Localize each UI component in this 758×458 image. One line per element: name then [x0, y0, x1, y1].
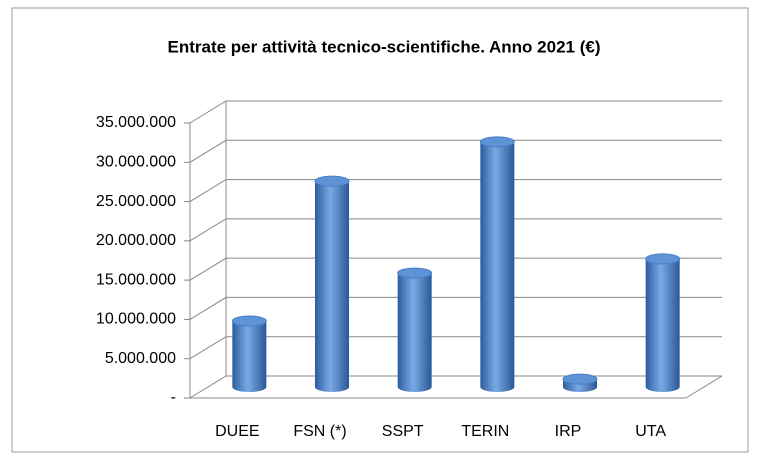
axis-line	[685, 375, 723, 399]
grid-line	[189, 336, 722, 360]
grid-line	[189, 179, 722, 202]
grid-line	[189, 100, 722, 124]
bar-body	[645, 258, 680, 392]
bar-body	[480, 141, 515, 392]
bar	[645, 253, 681, 392]
bar-top	[314, 175, 350, 187]
bar-body	[232, 321, 267, 392]
bar	[397, 267, 433, 392]
x-tick-label: TERIN	[461, 423, 509, 440]
x-tick-label: SSPT	[382, 423, 424, 440]
chart-title: Entrate per attività tecnico-scientifich…	[168, 37, 601, 56]
y-tick-label: 30.000.000	[96, 154, 176, 171]
y-tick-label: 15.000.000	[96, 271, 176, 288]
bar-top	[397, 267, 433, 279]
bar-body	[315, 181, 349, 392]
bar	[231, 315, 267, 392]
grid-line	[189, 218, 722, 242]
bar	[479, 136, 515, 392]
y-tick-label: 35.000.000	[96, 114, 176, 131]
grid-line	[189, 296, 722, 320]
y-tick-label: 10.000.000	[96, 311, 176, 328]
x-tick-label: IRP	[555, 423, 582, 440]
chart-frame	[11, 7, 749, 453]
bar	[314, 175, 350, 392]
bar-body	[397, 273, 432, 392]
grid-line	[189, 257, 722, 281]
bar-top	[231, 315, 267, 327]
y-tick-label: 20.000.000	[96, 232, 176, 249]
bar-top	[645, 253, 681, 265]
y-tick-label: -	[171, 389, 176, 406]
grid-line	[189, 375, 722, 399]
bar	[562, 373, 598, 392]
grid-line	[189, 139, 722, 163]
bar-top	[479, 136, 515, 148]
x-tick-label: DUEE	[215, 423, 259, 440]
y-tick-label: 5.000.000	[105, 350, 176, 367]
x-tick-label: FSN (*)	[293, 423, 346, 440]
x-tick-label: UTA	[635, 423, 666, 440]
bar-top	[562, 373, 598, 385]
y-tick-label: 25.000.000	[96, 193, 176, 210]
